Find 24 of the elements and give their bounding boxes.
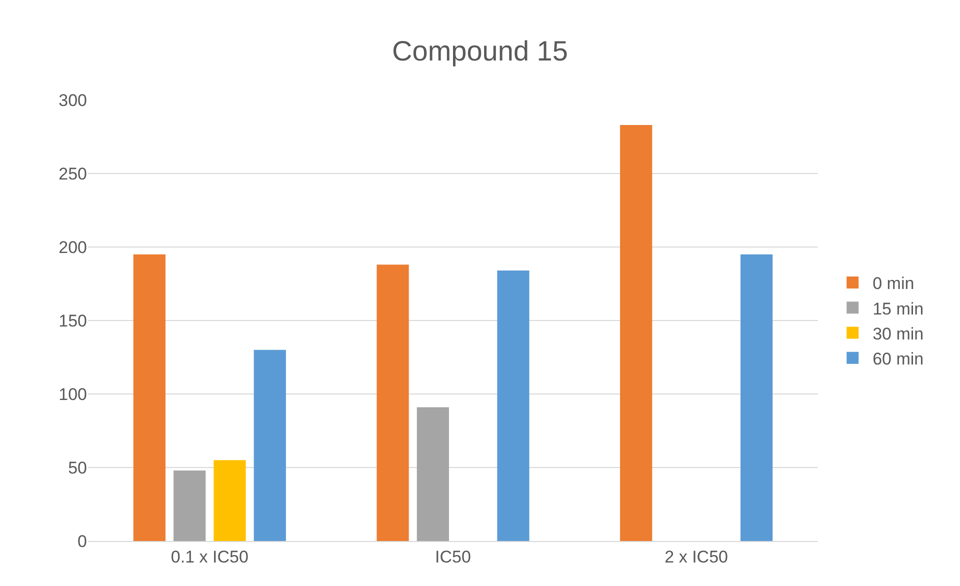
bar xyxy=(133,254,166,541)
bar xyxy=(214,460,246,541)
y-tick-label: 300 xyxy=(58,90,87,110)
bar xyxy=(497,270,530,541)
y-tick-label: 100 xyxy=(58,384,87,404)
y-tick-label: 200 xyxy=(58,238,87,257)
x-tick-label: 2 x IC50 xyxy=(664,547,728,566)
bar xyxy=(376,264,409,541)
legend-label: 0 min xyxy=(872,274,914,294)
bar xyxy=(254,350,286,541)
chart-title: Compound 15 xyxy=(392,36,568,67)
legend-label: 30 min xyxy=(872,324,924,344)
bar xyxy=(740,254,773,541)
x-tick-label: 0.1 x IC50 xyxy=(170,547,248,566)
legend-label: 60 min xyxy=(872,349,924,368)
y-tick-label: 0 xyxy=(78,532,87,551)
legend-label: 15 min xyxy=(872,299,924,318)
bar xyxy=(620,124,652,541)
x-tick-label: IC50 xyxy=(435,547,471,566)
y-tick-label: 50 xyxy=(68,458,87,478)
y-tick-label: 150 xyxy=(58,311,87,330)
bar xyxy=(416,407,449,541)
y-tick-label: 250 xyxy=(58,164,87,184)
bar xyxy=(174,470,206,541)
